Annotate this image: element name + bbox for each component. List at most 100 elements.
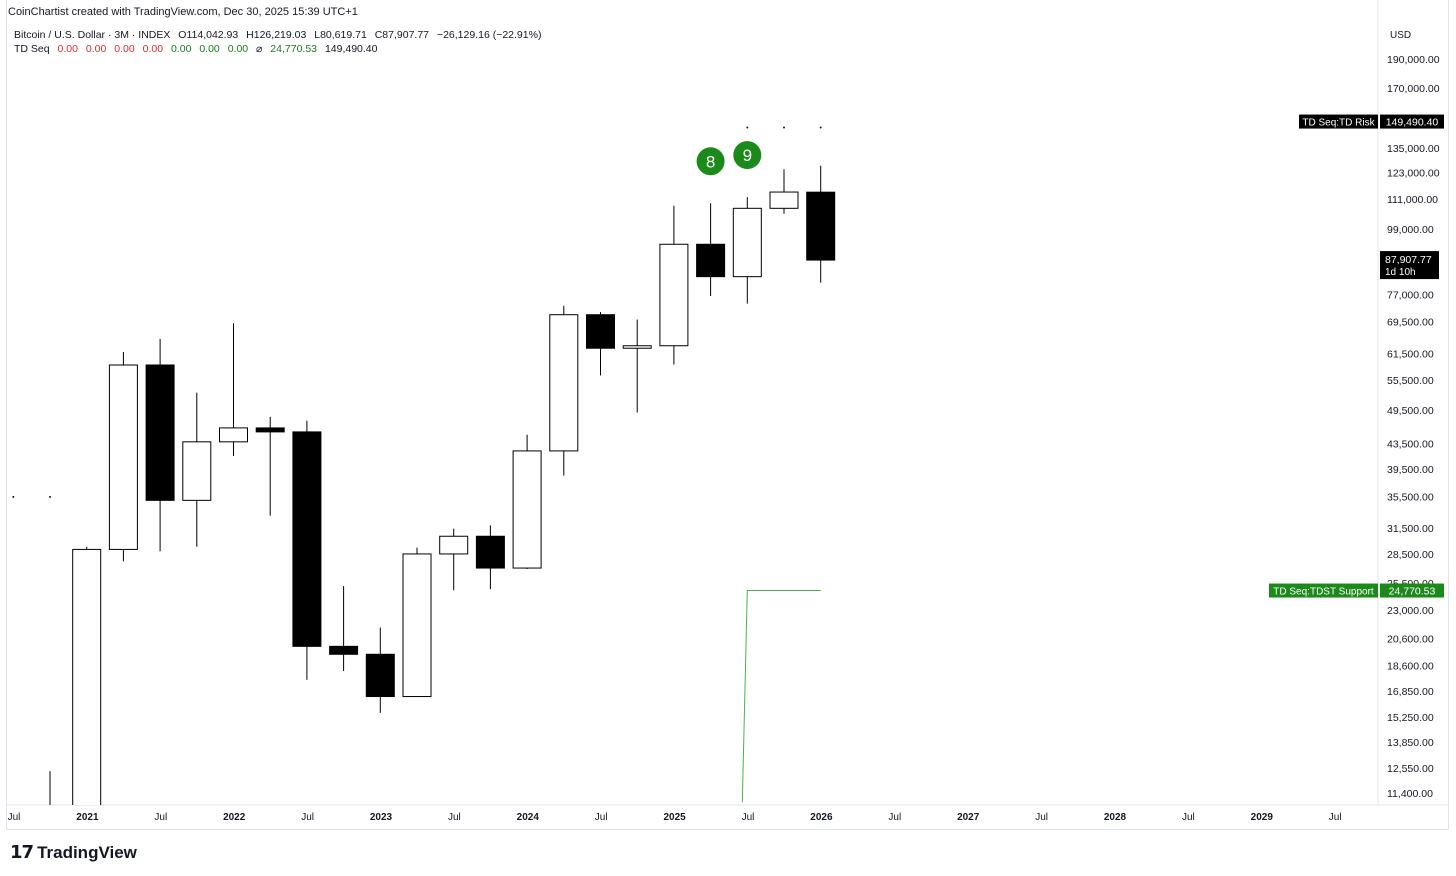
candle-body bbox=[769, 191, 799, 209]
y-tick-label: 31,500.00 bbox=[1387, 523, 1434, 535]
chart-caption: CoinChartist created with TradingView.co… bbox=[8, 6, 358, 18]
tdst-value-tag bbox=[1380, 583, 1444, 598]
y-tick-label: 135,000.00 bbox=[1387, 143, 1440, 155]
x-tick-label: 2022 bbox=[223, 812, 246, 823]
candle-body bbox=[732, 207, 762, 278]
candle-body bbox=[182, 441, 212, 501]
high-value: H126,219.03 bbox=[246, 29, 307, 41]
candle-body bbox=[108, 364, 138, 550]
candle-body bbox=[365, 653, 395, 698]
td-value-red-4: 0.00 bbox=[142, 43, 164, 55]
x-tick-label: Jul bbox=[448, 812, 461, 823]
indicator-legend: TD Seq 0.00 0.00 0.00 0.00 0.00 0.00 0.0… bbox=[14, 43, 383, 55]
tradingview-logo-icon: 17 bbox=[10, 842, 34, 863]
candle-body bbox=[72, 548, 102, 805]
risk-label-tag bbox=[1299, 114, 1378, 129]
open-value: O114,042.93 bbox=[178, 29, 239, 41]
candle-body bbox=[329, 645, 359, 655]
y-tick-label: 28,500.00 bbox=[1387, 549, 1434, 561]
risk-legend-value: 149,490.40 bbox=[324, 43, 378, 55]
td-value-red-2: 0.00 bbox=[85, 43, 107, 55]
candle-body bbox=[806, 191, 836, 261]
td-dot bbox=[49, 495, 51, 498]
y-tick-label: 99,000.00 bbox=[1387, 224, 1434, 236]
candle-body bbox=[402, 553, 432, 698]
change-value: −26,129.16 (−22.91%) bbox=[436, 29, 542, 41]
y-tick-label: 190,000.00 bbox=[1387, 54, 1440, 66]
y-tick-label: 61,500.00 bbox=[1387, 348, 1434, 360]
y-tick-label: 12,550.00 bbox=[1387, 763, 1434, 775]
td-dot bbox=[12, 495, 15, 498]
x-tick-label: Jul bbox=[1182, 812, 1195, 823]
x-tick-label: 2025 bbox=[663, 812, 686, 823]
x-tick-label: 2023 bbox=[370, 812, 393, 823]
td-dot bbox=[783, 126, 785, 129]
tdst-label-tag bbox=[1269, 583, 1378, 598]
y-tick-label: 18,600.00 bbox=[1387, 660, 1434, 672]
candle-body bbox=[586, 314, 615, 349]
tdst-support-line bbox=[741, 590, 821, 803]
td-count-label: 8 bbox=[706, 152, 715, 171]
candle-body bbox=[292, 431, 322, 647]
candle-body bbox=[622, 345, 652, 349]
candle-body bbox=[696, 243, 726, 278]
symbol-name[interactable]: Bitcoin / U.S. Dollar · 3M · INDEX bbox=[14, 29, 171, 41]
x-tick-label: 2027 bbox=[957, 812, 980, 823]
y-tick-label: 111,000.00 bbox=[1387, 194, 1438, 206]
td-value-green-1: 0.00 bbox=[170, 43, 192, 55]
close-price-tag-value: 87,907.77 bbox=[1385, 254, 1432, 266]
x-tick-label: Jul bbox=[301, 812, 314, 823]
y-tick-label: 13,850.00 bbox=[1387, 737, 1434, 749]
candle-body bbox=[145, 364, 175, 501]
y-tick-label: 23,000.00 bbox=[1387, 605, 1434, 617]
candle-body bbox=[549, 314, 579, 452]
candle-body bbox=[36, 807, 64, 830]
risk-label-text: TD Seq:TD Risk bbox=[1302, 118, 1375, 129]
diameter-icon: ⌀ bbox=[256, 43, 263, 55]
close-price-tag bbox=[1380, 251, 1439, 280]
y-tick-label: 39,500.00 bbox=[1387, 464, 1434, 476]
close-value: C87,907.77 bbox=[374, 29, 430, 41]
td-count-bubble bbox=[696, 147, 725, 176]
price-chart[interactable]: 190,000.00 170,000.00 135,000.00 123,000.00… bbox=[0, 0, 1456, 830]
y-tick-label: 43,500.00 bbox=[1387, 439, 1434, 451]
currency-label[interactable]: USD bbox=[1390, 30, 1412, 41]
indicator-name[interactable]: TD Seq bbox=[14, 43, 50, 55]
y-tick-label: 123,000.00 bbox=[1387, 167, 1440, 179]
y-tick-label: 15,250.00 bbox=[1387, 712, 1434, 724]
y-tick-label: 20,600.00 bbox=[1387, 634, 1434, 646]
x-tick-label: 2021 bbox=[76, 812, 99, 823]
y-tick-label: 11,400.00 bbox=[1387, 788, 1433, 800]
risk-value-tag bbox=[1380, 114, 1444, 129]
td-dot bbox=[746, 126, 749, 129]
x-tick-label: Jul bbox=[1035, 812, 1048, 823]
risk-value-text: 149,490.40 bbox=[1386, 117, 1439, 129]
close-price-countdown: 1d 10h bbox=[1385, 267, 1416, 278]
tradingview-brand: 17 TradingView bbox=[10, 842, 137, 863]
candle-body bbox=[512, 450, 542, 569]
x-tick-label: Jul bbox=[1329, 812, 1342, 823]
y-tick-label: 69,500.00 bbox=[1387, 316, 1434, 328]
y-tick-label: 35,500.00 bbox=[1387, 492, 1434, 504]
td-count-label: 9 bbox=[743, 146, 752, 165]
symbol-legend: Bitcoin / U.S. Dollar · 3M · INDEX O114,… bbox=[14, 29, 546, 41]
td-value-red-1: 0.00 bbox=[57, 43, 78, 55]
x-tick-label: Jul bbox=[888, 812, 901, 823]
td-value-red-3: 0.00 bbox=[114, 43, 135, 55]
x-tick-label: 2024 bbox=[517, 812, 540, 823]
brand-name: TradingView bbox=[37, 842, 137, 862]
td-value-green-2: 0.00 bbox=[199, 43, 220, 55]
chart-frame bbox=[6, 0, 1449, 830]
low-value: L80,619.71 bbox=[314, 29, 367, 41]
candle-body bbox=[219, 427, 248, 443]
candle-body bbox=[659, 243, 689, 347]
candle-body bbox=[475, 535, 505, 569]
y-tick-label: 49,500.00 bbox=[1387, 405, 1434, 417]
y-tick-label: 77,000.00 bbox=[1387, 290, 1434, 302]
x-tick-label: Jul bbox=[595, 812, 608, 823]
tdst-legend-value: 24,770.53 bbox=[270, 43, 318, 55]
tdst-value-text: 24,770.53 bbox=[1389, 586, 1436, 598]
x-tick-label: 2026 bbox=[810, 812, 833, 823]
y-tick-label: 16,850.00 bbox=[1387, 686, 1434, 698]
